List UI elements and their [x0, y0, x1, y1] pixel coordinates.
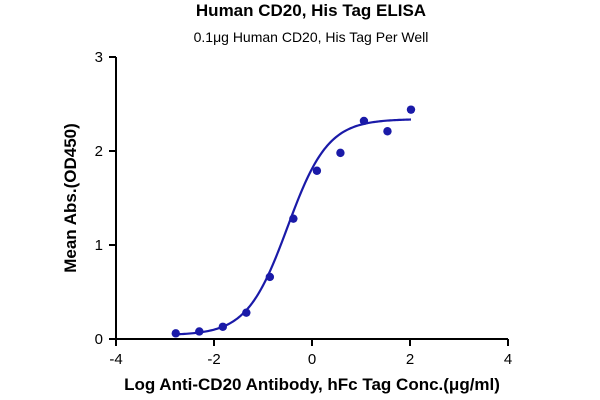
y-axis-label: Mean Abs.(OD450) [61, 123, 80, 273]
x-tick-label: 0 [308, 351, 316, 368]
data-point [265, 272, 275, 282]
y-tick-label: 0 [95, 331, 103, 348]
chart-subtitle: 0.1μg Human CD20, His Tag Per Well [194, 29, 429, 45]
y-tick-label: 3 [95, 49, 103, 66]
data-point [242, 308, 251, 317]
plot-area: -4 -2 0 2 4 0 1 2 3 [95, 49, 513, 368]
data-point [359, 116, 369, 126]
x-tick-label: 4 [504, 351, 512, 368]
data-point [171, 329, 180, 338]
x-axis-label: Log Anti-CD20 Antibody, hFc Tag Conc.(μg… [124, 375, 500, 394]
data-point [383, 127, 392, 136]
chart-title: Human CD20, His Tag ELISA [196, 1, 426, 20]
data-point [218, 322, 228, 331]
fit-curve [175, 118, 412, 336]
x-tick-label: -4 [109, 351, 122, 368]
y-tick-label: 2 [95, 143, 103, 160]
data-point [406, 105, 416, 114]
data-point [289, 214, 298, 223]
y-tick-label: 1 [95, 237, 103, 254]
x-tick-label: -2 [207, 351, 220, 368]
data-point [195, 327, 204, 336]
x-tick-label: 2 [406, 351, 414, 368]
data-point [336, 148, 345, 158]
data-point [312, 166, 322, 175]
